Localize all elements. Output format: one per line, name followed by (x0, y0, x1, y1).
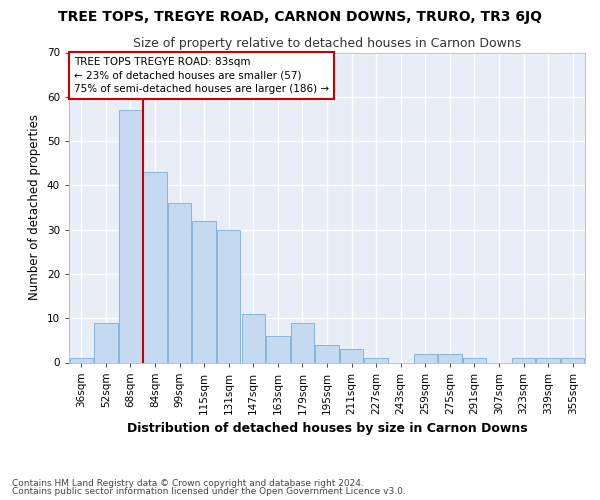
Bar (217, 230, 241, 362)
Bar (94, 322, 118, 362)
Text: TREE TOPS TREGYE ROAD: 83sqm
← 23% of detached houses are smaller (57)
75% of se: TREE TOPS TREGYE ROAD: 83sqm ← 23% of de… (74, 57, 329, 94)
Bar (266, 336, 290, 362)
Bar (463, 358, 486, 362)
Text: Contains public sector information licensed under the Open Government Licence v3: Contains public sector information licen… (12, 487, 406, 496)
Bar (143, 172, 167, 362)
Title: Size of property relative to detached houses in Carnon Downs: Size of property relative to detached ho… (133, 37, 521, 50)
Text: Contains HM Land Registry data © Crown copyright and database right 2024.: Contains HM Land Registry data © Crown c… (12, 478, 364, 488)
Bar (242, 314, 265, 362)
Bar (536, 358, 560, 362)
Bar (70, 358, 93, 362)
Bar (168, 203, 191, 362)
Bar (193, 221, 216, 362)
Bar (316, 345, 338, 362)
Bar (512, 358, 535, 362)
Y-axis label: Number of detached properties: Number of detached properties (28, 114, 41, 300)
Bar (119, 110, 142, 362)
X-axis label: Distribution of detached houses by size in Carnon Downs: Distribution of detached houses by size … (127, 422, 527, 435)
Bar (561, 358, 584, 362)
Bar (413, 354, 437, 362)
Text: TREE TOPS, TREGYE ROAD, CARNON DOWNS, TRURO, TR3 6JQ: TREE TOPS, TREGYE ROAD, CARNON DOWNS, TR… (58, 10, 542, 24)
Bar (438, 354, 461, 362)
Bar (364, 358, 388, 362)
Bar (340, 349, 363, 362)
Bar (291, 322, 314, 362)
